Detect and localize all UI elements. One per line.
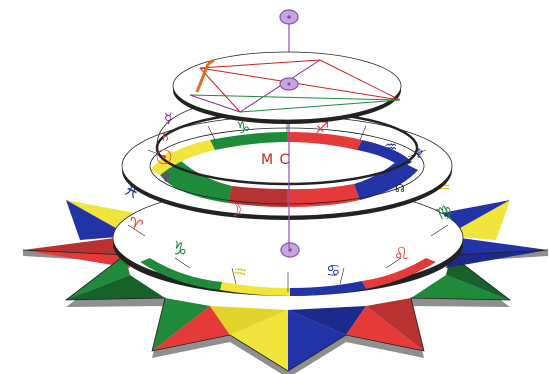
spike-east-2 bbox=[446, 250, 548, 268]
lower-band-fire bbox=[362, 258, 436, 289]
spike-ese bbox=[411, 275, 510, 300]
glyph-north-node: ☊ bbox=[395, 182, 405, 195]
aspect-disc-pole-dot bbox=[287, 82, 291, 86]
spike-sw bbox=[152, 298, 210, 351]
aspect-lines bbox=[189, 58, 401, 113]
top-pole bbox=[279, 9, 299, 25]
ring-band-red bbox=[287, 132, 362, 150]
lower-band-earth bbox=[140, 258, 222, 290]
ring-band-green bbox=[210, 132, 287, 150]
star-base bbox=[22, 200, 549, 374]
middle-ring bbox=[121, 115, 453, 220]
spike-wsw bbox=[66, 255, 130, 300]
lower-band-air bbox=[220, 282, 290, 296]
spike-ne-2 bbox=[446, 200, 510, 240]
wall-water bbox=[354, 160, 418, 200]
glyph-saturn: ♄ bbox=[160, 130, 171, 144]
spike-wsw-2 bbox=[66, 275, 165, 300]
lower-ring-dividers bbox=[127, 224, 449, 292]
middle-ring-glyphs: ♑ ♐ ♒ ♆ ☊ bbox=[236, 118, 425, 195]
glyph-aquarius: ♒ bbox=[231, 261, 248, 282]
lower-pole bbox=[280, 242, 300, 258]
spike-west-2 bbox=[23, 250, 130, 268]
aspect-disc bbox=[172, 51, 402, 124]
lower-band-water bbox=[290, 281, 366, 296]
spike-nw-2 bbox=[66, 200, 130, 240]
upper-ring-glyphs: ☿ ♄ ☉ ♆ bbox=[155, 111, 173, 186]
glyph-mercury: ☿ bbox=[164, 111, 173, 127]
star-outline bbox=[22, 249, 549, 372]
spike-west bbox=[23, 236, 130, 255]
spike-sse bbox=[288, 310, 346, 371]
glyph-leo: ♌ bbox=[391, 242, 412, 266]
spike-east bbox=[446, 236, 548, 255]
spike-ssw-2 bbox=[210, 306, 288, 335]
spike-ese-2 bbox=[446, 255, 510, 300]
glyph-capricorn-mid: ♑ bbox=[236, 118, 250, 137]
wall-earth bbox=[160, 160, 232, 203]
ring-band-yellow bbox=[160, 140, 215, 168]
glyph-sun: ☉ bbox=[155, 145, 173, 169]
spike-sse-2 bbox=[288, 306, 366, 335]
glyph-aquarius-mid: ♒ bbox=[384, 138, 397, 156]
glyph-aries: ♈ bbox=[126, 213, 146, 236]
spike-sw-2 bbox=[152, 306, 230, 351]
moon-glyph: ☽ bbox=[226, 200, 242, 221]
spike-ssw bbox=[230, 310, 288, 371]
glyph-capricorn: ♑ bbox=[168, 237, 190, 262]
glyph-neptune-mid: ♆ bbox=[413, 147, 425, 162]
glyph-cancer: ♋ bbox=[326, 261, 340, 280]
ring-band-blue bbox=[357, 140, 412, 168]
spike-se bbox=[346, 306, 424, 351]
glyph-sagittarius-mid: ♐ bbox=[315, 118, 329, 137]
glyph-neptune: ♆ bbox=[160, 171, 172, 186]
spike-se-2 bbox=[366, 298, 424, 351]
mc-label: M C bbox=[261, 152, 290, 168]
